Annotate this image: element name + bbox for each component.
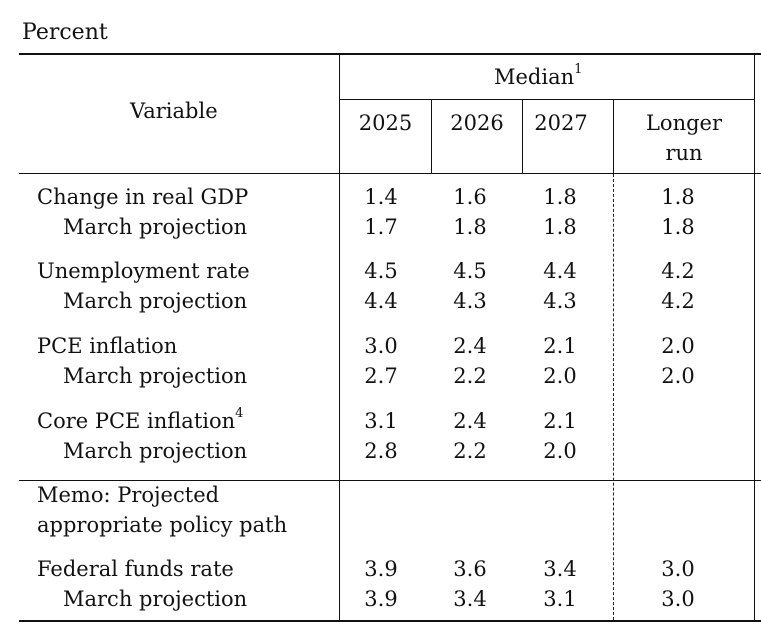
median-header: Median1 <box>494 62 583 89</box>
row-label: Change in real GDP <box>37 185 248 209</box>
right-edge-rule <box>754 55 755 620</box>
row-label: March projection <box>63 587 247 611</box>
table-cell: 3.0 <box>364 334 398 358</box>
table-cell: 2.2 <box>453 364 487 388</box>
row-label-text: March projection <box>63 215 248 239</box>
row-label: March projection <box>63 289 247 313</box>
table-cell: 2.0 <box>543 439 577 463</box>
table-cell: 3.1 <box>364 409 398 433</box>
row-label: Unemployment rate <box>37 259 250 283</box>
table-cell: 3.0 <box>661 557 695 581</box>
year-2027-rule <box>613 100 614 173</box>
table-cell: 3.9 <box>364 557 398 581</box>
row-label: PCE inflation <box>37 334 177 358</box>
memo-line2: appropriate policy path <box>37 513 288 537</box>
table-cell: 2.0 <box>543 364 577 388</box>
longer-run-header-line1: Longer <box>645 111 723 135</box>
row-label-text: Unemployment rate <box>37 259 250 283</box>
table-cell: 3.4 <box>543 557 577 581</box>
table-cell: 4.5 <box>364 259 398 283</box>
table-cell: 4.4 <box>364 289 398 313</box>
row-footnote: 4 <box>235 406 244 421</box>
table-cell: 2.4 <box>453 334 487 358</box>
row-label: March projection <box>63 364 247 388</box>
median-footnote: 1 <box>574 62 583 77</box>
year-header-2025: 2025 <box>358 111 413 135</box>
row-label-text: Core PCE inflation <box>37 409 236 433</box>
longer-run-dashed-rule <box>613 174 614 620</box>
table-cell: 2.4 <box>453 409 487 433</box>
table-cell: 2.2 <box>453 439 487 463</box>
variable-header: Variable <box>130 99 218 123</box>
table-cell: 4.2 <box>661 259 695 283</box>
year-2025-rule <box>431 100 432 173</box>
row-label-text: PCE inflation <box>37 334 178 358</box>
table-cell: 2.0 <box>661 364 695 388</box>
row-label-text: March projection <box>63 439 248 463</box>
row-label-text: March projection <box>63 587 248 611</box>
memo-rule <box>19 480 761 481</box>
table-cell: 4.4 <box>543 259 577 283</box>
row-label: Federal funds rate <box>37 557 234 581</box>
bottom-rule <box>19 620 761 622</box>
table-cell: 1.8 <box>543 215 577 239</box>
year-2026-rule <box>522 100 523 173</box>
row-label: March projection <box>63 439 247 463</box>
table-cell: 3.9 <box>364 587 398 611</box>
table-cell: 1.8 <box>543 185 577 209</box>
table-cell: 4.3 <box>543 289 577 313</box>
table-cell: 1.4 <box>364 185 398 209</box>
table-cell: 2.1 <box>543 409 577 433</box>
table-cell: 4.3 <box>453 289 487 313</box>
table-cell: 2.0 <box>661 334 695 358</box>
table-cell: 3.1 <box>543 587 577 611</box>
table-cell: 2.7 <box>364 364 398 388</box>
variable-header-text: Variable <box>130 99 218 123</box>
row-label: March projection <box>63 215 247 239</box>
memo-line1: Memo: Projected <box>37 483 220 507</box>
table-cell: 1.8 <box>661 185 695 209</box>
table-cell: 3.6 <box>453 557 487 581</box>
year-header-2026: 2026 <box>450 111 504 135</box>
row-label-text: March projection <box>63 289 248 313</box>
table-cell: 4.5 <box>453 259 487 283</box>
median-rule <box>339 99 755 100</box>
header-bottom-rule <box>19 173 761 174</box>
table-cell: 2.1 <box>543 334 577 358</box>
row-label-text: Change in real GDP <box>37 185 249 209</box>
unit-label: Percent <box>22 20 108 45</box>
table-cell: 3.0 <box>661 587 695 611</box>
year-header-2027: 2027 <box>534 111 588 135</box>
longer-run-header-line2: run <box>665 141 703 165</box>
table-cell: 1.8 <box>661 215 695 239</box>
row-label-text: March projection <box>63 364 248 388</box>
table-cell: 4.2 <box>661 289 695 313</box>
table-cell: 3.4 <box>453 587 487 611</box>
row-label-text: Federal funds rate <box>37 557 234 581</box>
table-cell: 1.7 <box>364 215 398 239</box>
variable-column-rule <box>339 55 340 620</box>
row-label: Core PCE inflation4 <box>37 406 244 433</box>
top-rule <box>19 53 761 55</box>
table-cell: 1.6 <box>453 185 487 209</box>
median-header-text: Median <box>494 65 575 89</box>
table-cell: 1.8 <box>453 215 487 239</box>
table-cell: 2.8 <box>364 439 398 463</box>
